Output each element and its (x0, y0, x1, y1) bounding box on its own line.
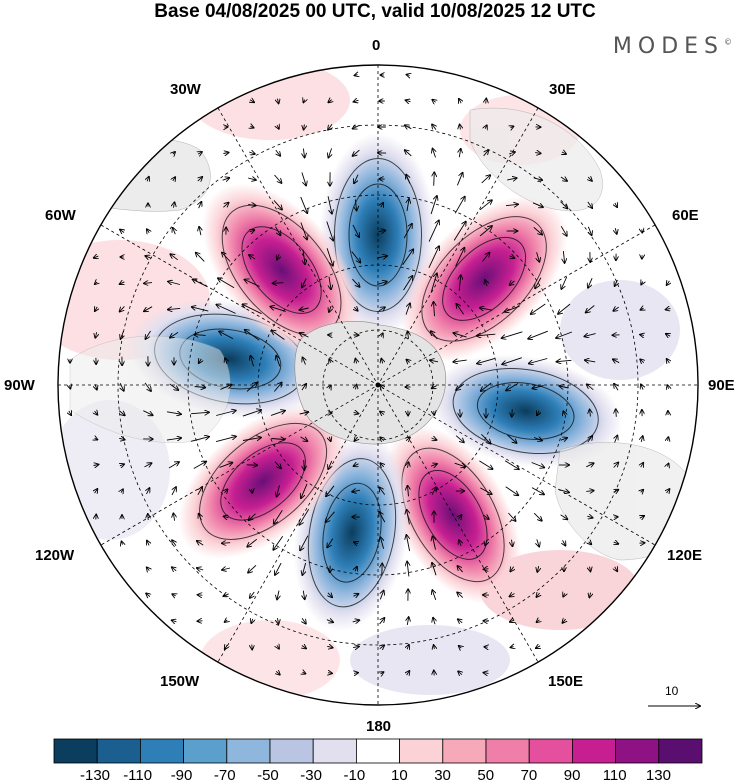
colorbar-tick-label: -50 (257, 767, 279, 784)
colorbar-swatch (659, 739, 702, 763)
lon-label-150e: 150E (548, 673, 583, 690)
weak-anomaly-patch (350, 625, 510, 695)
wind-arrow (273, 283, 284, 284)
colorbar-swatch (184, 739, 227, 763)
lon-label-120w: 120W (35, 547, 74, 564)
reference-vector-label: 10 (665, 684, 678, 698)
colorbar-tick-label: -70 (214, 767, 236, 784)
colorbar-swatch (227, 739, 270, 763)
colorbar-tick-label: 90 (564, 767, 581, 784)
wind-arrow (304, 460, 305, 470)
north-pole-marker (376, 383, 381, 388)
colorbar-swatch (400, 739, 443, 763)
colorbar-tick-label: -10 (344, 767, 366, 784)
colorbar-swatch (54, 739, 97, 763)
greenland-landmass (58, 139, 210, 211)
wind-arrow (252, 489, 253, 493)
colorbar-swatch (616, 739, 659, 763)
wind-arrow (512, 409, 513, 416)
colorbar-tick-label: -130 (80, 767, 110, 784)
lon-label-90e: 90E (708, 377, 735, 394)
colorbar-tick-label: 70 (521, 767, 538, 784)
colorbar-tick-label: 10 (391, 767, 408, 784)
colorbar (54, 739, 702, 763)
lon-label-180: 180 (366, 718, 391, 735)
colorbar-swatch (97, 739, 140, 763)
wind-arrow (616, 409, 617, 417)
colorbar-swatch (529, 739, 572, 763)
weak-anomaly-patch (200, 620, 340, 700)
lon-label-30e: 30E (549, 81, 576, 98)
weak-anomaly-patch (190, 60, 350, 140)
colorbar-tick-label: -30 (300, 767, 322, 784)
colorbar-swatch (313, 739, 356, 763)
wind-arrow (434, 172, 435, 185)
colorbar-tick-label: 50 (477, 767, 494, 784)
colorbar-tick-label: 130 (646, 767, 671, 784)
lon-label-0: 0 (372, 37, 380, 54)
colorbar-swatch (443, 739, 486, 763)
wind-arrow (354, 673, 358, 674)
colorbar-swatch (270, 739, 313, 763)
colorbar-swatch (140, 739, 183, 763)
lon-label-60e: 60E (672, 207, 699, 224)
arctic-ocean-region (295, 321, 446, 444)
wind-arrow (328, 673, 332, 674)
lon-label-90w: 90W (4, 377, 35, 394)
wind-arrow (460, 409, 461, 417)
wind-arrow (222, 543, 230, 544)
lon-label-30w: 30W (170, 81, 201, 98)
weak-anomaly-patch (560, 280, 680, 380)
colorbar-tick-label: -110 (123, 767, 152, 784)
colorbar-swatch (486, 739, 529, 763)
colorbar-tick-label: 30 (434, 767, 451, 784)
colorbar-tick-label: -90 (171, 767, 193, 784)
lon-label-150w: 150W (160, 673, 199, 690)
lon-label-120e: 120E (667, 547, 702, 564)
wind-arrow (434, 411, 435, 415)
wind-arrow (486, 99, 487, 104)
colorbar-swatch (572, 739, 615, 763)
colorbar-swatch (356, 739, 399, 763)
lon-label-60w: 60W (45, 207, 76, 224)
wind-arrow (484, 569, 489, 570)
colorbar-tick-label: 110 (603, 767, 627, 784)
